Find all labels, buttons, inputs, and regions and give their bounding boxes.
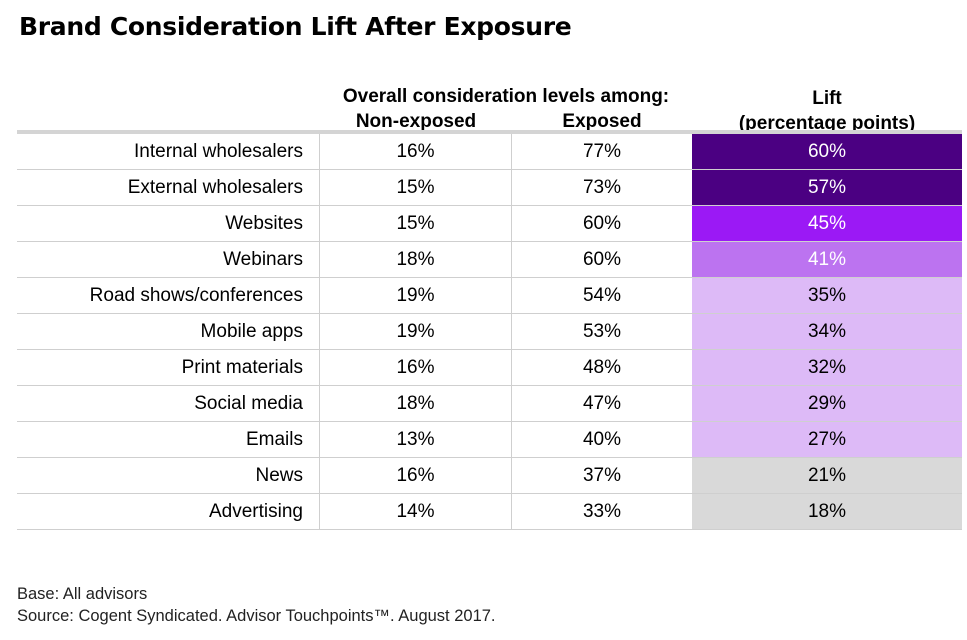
exposed-value: 60% — [582, 212, 622, 234]
exposed-value: 73% — [582, 176, 622, 198]
column-header-exposed: Exposed — [562, 111, 642, 132]
lift-value: 41% — [692, 242, 962, 277]
non-exposed-value: 15% — [320, 170, 512, 205]
table-row: Internal wholesalers 16% 77% 60% — [17, 134, 962, 170]
lift-value: 45% — [692, 206, 962, 241]
table-row: Emails 13% 40% 27% — [17, 422, 962, 458]
row-label: Mobile apps — [17, 314, 320, 349]
exposed-value: 47% — [582, 392, 622, 414]
exposed-value: 54% — [582, 284, 622, 306]
exposed-value: 77% — [582, 140, 622, 162]
exposed-value: 40% — [582, 428, 622, 450]
column-header-lift-line2: (percentage points) — [738, 113, 916, 134]
exposed-value: 53% — [582, 320, 622, 342]
column-header-lift-line1: Lift — [812, 88, 842, 109]
exposed-value: 37% — [582, 464, 622, 486]
table-row: Advertising 14% 33% 18% — [17, 494, 962, 530]
chart-title: Brand Consideration Lift After Exposure — [19, 12, 572, 41]
lift-value: 21% — [692, 458, 962, 493]
table-row: Road shows/conferences 19% 54% 35% — [17, 278, 962, 314]
table-row: Print materials 16% 48% 32% — [17, 350, 962, 386]
row-label: Emails — [17, 422, 320, 457]
non-exposed-value: 16% — [320, 350, 512, 385]
row-label: Internal wholesalers — [17, 134, 320, 169]
non-exposed-value: 16% — [320, 134, 512, 169]
group-header: Overall consideration levels among: — [342, 86, 670, 107]
column-header-non-exposed: Non-exposed — [355, 111, 477, 132]
column-header-lift: Lift (percentage points) — [692, 86, 962, 136]
exposed-value: 33% — [582, 500, 622, 522]
row-label: Webinars — [17, 242, 320, 277]
lift-value: 18% — [692, 494, 962, 529]
non-exposed-value: 18% — [320, 386, 512, 421]
footnote-base: Base: All advisors — [17, 585, 148, 603]
row-label: Print materials — [17, 350, 320, 385]
non-exposed-value: 15% — [320, 206, 512, 241]
table-row: External wholesalers 15% 73% 57% — [17, 170, 962, 206]
lift-value: 34% — [692, 314, 962, 349]
table-row: News 16% 37% 21% — [17, 458, 962, 494]
table-row: Webinars 18% 60% 41% — [17, 242, 962, 278]
non-exposed-value: 13% — [320, 422, 512, 457]
lift-value: 32% — [692, 350, 962, 385]
non-exposed-value: 14% — [320, 494, 512, 529]
table-row: Websites 15% 60% 45% — [17, 206, 962, 242]
table-row: Mobile apps 19% 53% 34% — [17, 314, 962, 350]
lift-value: 27% — [692, 422, 962, 457]
non-exposed-value: 19% — [320, 314, 512, 349]
non-exposed-value: 18% — [320, 242, 512, 277]
table-row: Social media 18% 47% 29% — [17, 386, 962, 422]
data-table: Internal wholesalers 16% 77% 60% External wh… — [17, 134, 962, 530]
row-label: News — [17, 458, 320, 493]
non-exposed-value: 19% — [320, 278, 512, 313]
lift-value: 35% — [692, 278, 962, 313]
header-rule — [17, 130, 962, 134]
exposed-value: 60% — [582, 248, 622, 270]
row-label: External wholesalers — [17, 170, 320, 205]
exposed-value: 48% — [582, 356, 622, 378]
row-label: Websites — [17, 206, 320, 241]
non-exposed-value: 16% — [320, 458, 512, 493]
row-label: Advertising — [17, 494, 320, 529]
row-label: Social media — [17, 386, 320, 421]
lift-value: 57% — [692, 170, 962, 205]
lift-value: 60% — [692, 134, 962, 169]
footnote-source: Source: Cogent Syndicated. Advisor Touch… — [17, 607, 496, 625]
row-label: Road shows/conferences — [17, 278, 320, 313]
lift-value: 29% — [692, 386, 962, 421]
